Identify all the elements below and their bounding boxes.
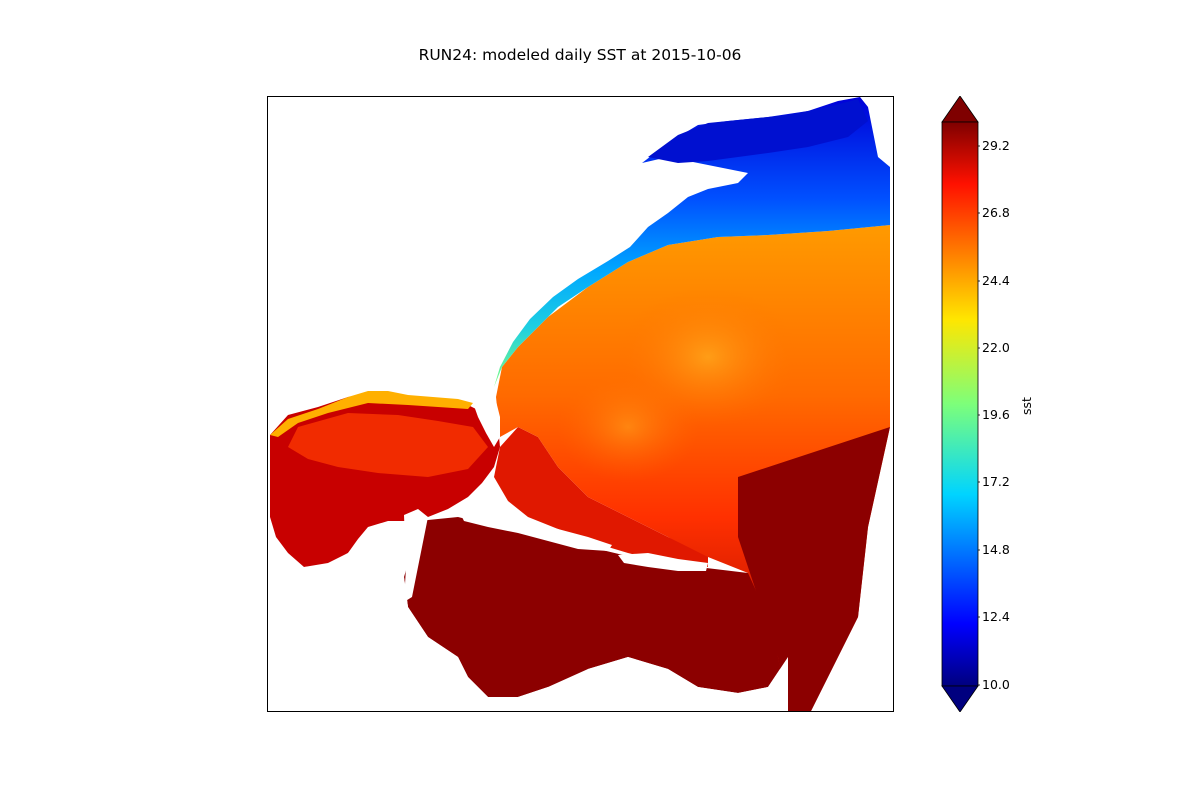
colorbar-under-extension <box>941 685 979 712</box>
colorbar-tick-label: 19.6 <box>982 407 1010 422</box>
south-america-coast <box>568 657 788 711</box>
tropical-atlantic <box>738 427 890 711</box>
warm-eddy <box>558 372 698 482</box>
colorbar-ticks <box>978 145 980 686</box>
caribbean-sea <box>404 517 798 697</box>
colorbar-label: sst <box>1019 397 1034 415</box>
gulf-of-st-lawrence <box>648 99 868 163</box>
colorbar-tick-label: 12.4 <box>982 609 1010 624</box>
colorbar-over-extension <box>941 96 979 123</box>
colorbar <box>941 96 980 712</box>
mexico-coast <box>268 517 288 567</box>
colorbar-tick-label: 22.0 <box>982 340 1010 355</box>
colorbar-tick-label: 24.4 <box>982 273 1010 288</box>
colorbar-tick-label: 14.8 <box>982 542 1010 557</box>
gulf-northern-coast <box>270 391 473 437</box>
colorbar-tick-label: 26.8 <box>982 205 1010 220</box>
florida-straits <box>494 427 708 567</box>
sst-map <box>268 97 890 711</box>
colorbar-tick-label: 29.2 <box>982 138 1010 153</box>
central-america-coast <box>268 521 568 711</box>
figure-title: RUN24: modeled daily SST at 2015-10-06 <box>418 46 742 64</box>
hispaniola-island <box>618 553 708 571</box>
colorbar-tick-label: 10.0 <box>982 677 1010 692</box>
florida-peninsula <box>473 393 500 447</box>
map-axes <box>267 96 894 712</box>
colorbar-tick-label: 17.2 <box>982 474 1010 489</box>
cuba-island <box>458 509 612 551</box>
colorbar-body <box>941 121 979 687</box>
northeast-shelf <box>494 97 890 387</box>
gulf-loop-current <box>288 413 488 477</box>
yucatan-peninsula <box>404 509 428 602</box>
